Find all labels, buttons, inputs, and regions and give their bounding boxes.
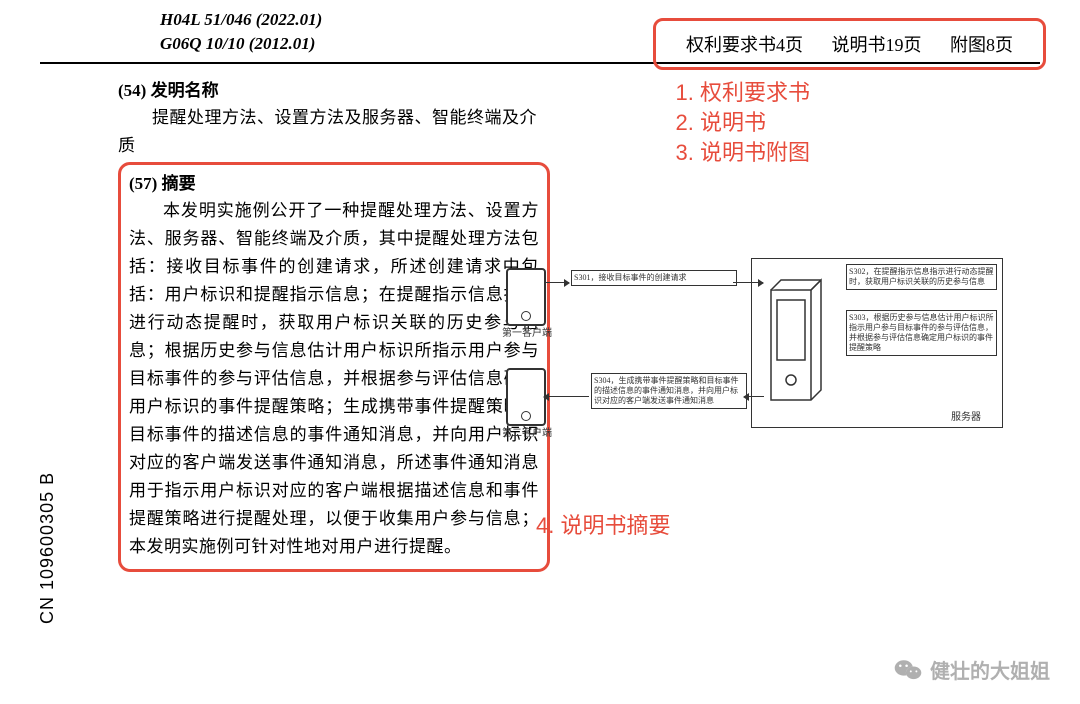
wechat-icon bbox=[894, 658, 922, 682]
wechat-name: 健壮的大姐姐 bbox=[930, 655, 1050, 684]
left-column: (54) 发明名称 提醒处理方法、设置方法及服务器、智能终端及介质 (57) 摘… bbox=[118, 78, 550, 572]
step-s301: S301，接收目标事件的创建请求 bbox=[571, 270, 737, 286]
patent-page: H04L 51/046 (2022.01) G06Q 10/10 (2012.0… bbox=[0, 0, 1080, 704]
patent-number-vertical: CN 109600305 B bbox=[37, 472, 58, 624]
abstract-text: 本发明实施例公开了一种提醒处理方法、设置方法、服务器、智能终端及介质，其中提醒处… bbox=[129, 197, 539, 561]
arrow-4 bbox=[544, 396, 589, 397]
annotation-4: 4. 说明书摘要 bbox=[536, 508, 670, 540]
step-s304: S304，生成携带事件提醒策略和目标事件的描述信息的事件通知消息，并向用户标识对… bbox=[591, 373, 747, 409]
step-s303: S303，根据历史参与信息估计用户标识所指示用户参与目标事件的参与评估信息，并根… bbox=[846, 310, 997, 356]
wechat-attribution: 健壮的大姐姐 bbox=[894, 655, 1050, 684]
client1-label: 第一客户端 bbox=[502, 324, 552, 339]
arrow-2 bbox=[733, 282, 763, 283]
client1-icon bbox=[506, 268, 546, 326]
client2-label: 第二客户端 bbox=[502, 424, 552, 439]
claims-pages: 权利要求书4页 bbox=[686, 35, 803, 55]
figure-pages: 附图8页 bbox=[950, 35, 1013, 55]
arrow-1 bbox=[544, 282, 569, 283]
spec-pages: 说明书19页 bbox=[832, 35, 922, 55]
server-icon bbox=[761, 270, 831, 410]
page-counts-box: 权利要求书4页 说明书19页 附图8页 bbox=[653, 18, 1046, 70]
abstract-figure: 第一客户端 第二客户端 服务器 bbox=[506, 258, 1006, 458]
right-column: 第一客户端 第二客户端 服务器 bbox=[550, 78, 1040, 572]
section-54-label: (54) 发明名称 bbox=[118, 78, 550, 104]
abstract-highlight-box: (57) 摘要 本发明实施例公开了一种提醒处理方法、设置方法、服务器、智能终端及… bbox=[118, 162, 550, 572]
server-label: 服务器 bbox=[951, 408, 981, 423]
arrow-3 bbox=[744, 396, 764, 397]
invention-title: 提醒处理方法、设置方法及服务器、智能终端及介质 bbox=[118, 104, 550, 160]
section-57-label: (57) 摘要 bbox=[129, 171, 539, 197]
client2-icon bbox=[506, 368, 546, 426]
step-s302: S302，在提醒指示信息指示进行动态提醒时，获取用户标识关联的历史参与信息 bbox=[846, 264, 997, 290]
